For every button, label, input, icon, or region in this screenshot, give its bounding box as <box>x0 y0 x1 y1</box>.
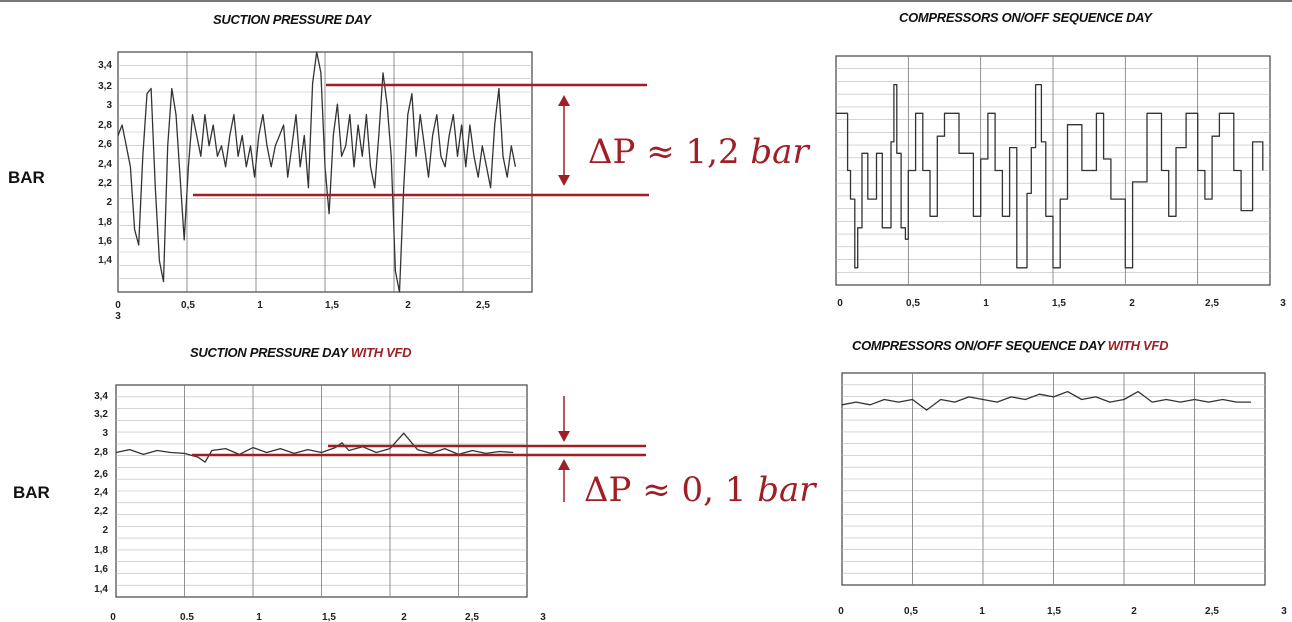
y-tick-label: 1,4 <box>98 255 112 266</box>
series-line-p4 <box>841 390 1251 411</box>
y-tick-label: 1,8 <box>94 545 108 556</box>
y-tick-label: 1,4 <box>94 584 108 595</box>
y-tick-label: 2,6 <box>98 139 112 150</box>
y-axis-label-bottom: BAR <box>13 483 50 502</box>
y-tick-label: 2,6 <box>94 469 108 480</box>
y-tick-label: 2,4 <box>94 487 108 498</box>
x-tick-label: 1,5 <box>1047 606 1061 617</box>
x-tick-label: 0,5 <box>181 300 195 311</box>
x-tick-label: 1 <box>983 298 989 309</box>
y-tick-label: 2,2 <box>98 178 112 189</box>
x-tick-label: 0 <box>837 298 843 309</box>
series-line-p3 <box>115 432 514 463</box>
x-tick-label: 2 <box>405 300 411 311</box>
arrow-up-head <box>558 95 570 106</box>
top-border <box>0 0 1292 2</box>
x-tick-label: 0 <box>838 606 844 617</box>
x-tick-label: 0,5 <box>906 298 920 309</box>
x-tick-label: 1,5 <box>1052 298 1066 309</box>
y-tick-label: 2 <box>106 197 112 208</box>
chart-title-suction-vfd: SUCTION PRESSURE DAY WITH VFD <box>190 345 412 360</box>
x-tick-label: 0,5 <box>904 606 918 617</box>
x-tick-label: 1 <box>257 300 263 311</box>
delta-p-annotation-top: ΔP ≈ 1,2 bar <box>588 132 809 172</box>
y-tick-label: 3 <box>106 100 112 111</box>
y-tick-label: 1,6 <box>98 236 112 247</box>
x-tick-label: 2,5 <box>465 612 479 622</box>
x-tick-label: 3 <box>1280 298 1286 309</box>
x-tick-label: 1,5 <box>322 612 336 622</box>
x-tick-label: 3 <box>1281 606 1287 617</box>
x-tick-label: 3 <box>115 311 121 322</box>
x-tick-label: 1 <box>979 606 985 617</box>
chart-title-compressors-vfd: COMPRESSORS ON/OFF SEQUENCE DAY WITH VFD <box>852 338 1169 353</box>
arrow-down-head <box>558 431 570 442</box>
x-tick-label: 1 <box>256 612 262 622</box>
chart-title-compressors: COMPRESSORS ON/OFF SEQUENCE DAY <box>899 10 1152 25</box>
x-tick-label: 0 <box>110 612 116 622</box>
y-tick-label: 1,6 <box>94 564 108 575</box>
y-tick-label: 3,2 <box>94 409 108 420</box>
y-tick-label: 3,2 <box>98 81 112 92</box>
y-tick-label: 3,4 <box>98 60 112 71</box>
x-tick-label: 2,5 <box>476 300 490 311</box>
chart-title-suction: SUCTION PRESSURE DAY <box>213 12 371 27</box>
x-tick-label: 1,5 <box>325 300 339 311</box>
y-tick-label: 2,8 <box>98 120 112 131</box>
delta-p-annotation-bottom: ΔP ≈ 0, 1 bar <box>584 470 816 510</box>
x-tick-label: 0 <box>115 300 121 311</box>
x-tick-label: 2 <box>1131 606 1137 617</box>
y-tick-label: 2,4 <box>98 159 112 170</box>
x-tick-label: 2 <box>401 612 407 622</box>
series-line-p2 <box>836 83 1264 269</box>
y-tick-label: 2,2 <box>94 506 108 517</box>
y-tick-label: 3 <box>102 428 108 439</box>
arrow-down-head <box>558 175 570 186</box>
y-tick-label: 2 <box>102 525 108 536</box>
arrow-up-head <box>558 459 570 470</box>
y-tick-label: 3,4 <box>94 391 108 402</box>
x-tick-label: 2 <box>1129 298 1135 309</box>
x-tick-label: 2,5 <box>1205 606 1219 617</box>
x-tick-label: 2,5 <box>1205 298 1219 309</box>
y-tick-label: 1,8 <box>98 217 112 228</box>
series-line-p1 <box>117 51 517 293</box>
y-tick-label: 2,8 <box>94 447 108 458</box>
x-tick-label: 3 <box>540 612 546 622</box>
x-tick-label: 0.5 <box>180 612 194 622</box>
y-axis-label-top: BAR <box>8 168 45 187</box>
